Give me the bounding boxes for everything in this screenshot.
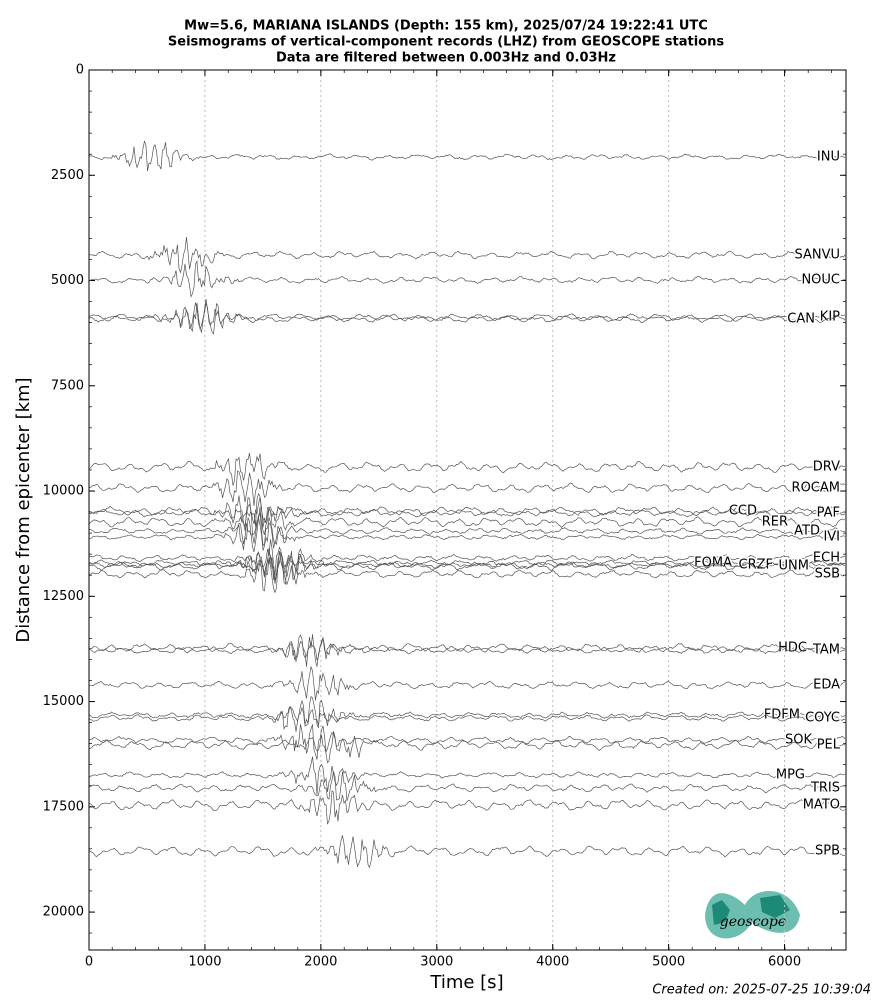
trace	[88, 552, 845, 586]
x-tick-label: 4000	[536, 955, 569, 970]
station-label: ECH	[813, 551, 840, 566]
station-label: ATD	[794, 524, 820, 539]
station-label: EDA	[813, 678, 840, 693]
trace	[88, 835, 846, 869]
trace	[88, 634, 846, 667]
station-label: MATO	[803, 798, 840, 813]
station-label: PAF	[817, 506, 840, 521]
station-label: MPG	[776, 768, 805, 783]
station-label: INU	[817, 149, 840, 164]
x-tick-label: 0	[85, 955, 93, 970]
y-tick-label: 12500	[43, 589, 84, 604]
y-tick-label: 7500	[51, 378, 84, 393]
trace	[88, 539, 846, 576]
trace	[88, 495, 846, 528]
x-tick-label: 6000	[768, 955, 801, 970]
station-label: PEL	[817, 738, 841, 753]
y-tick-label: 2500	[51, 168, 84, 183]
chart-subtitle: Seismograms of vertical-component record…	[168, 35, 724, 50]
station-label: ROCAM	[792, 481, 840, 496]
trace	[88, 492, 846, 528]
station-label: CRZF	[739, 558, 774, 573]
station-label: FDFM	[764, 708, 800, 723]
trace	[88, 636, 846, 667]
trace	[88, 756, 846, 795]
station-label: TRIS	[810, 781, 840, 796]
trace	[88, 470, 846, 507]
creation-note: Created on: 2025-07-25 10:39:04	[652, 983, 871, 998]
y-tick-label: 20000	[43, 905, 84, 920]
plot-frame	[88, 69, 847, 951]
trace	[88, 731, 846, 764]
station-label: SANVU	[794, 248, 840, 263]
y-tick-label: 17500	[43, 799, 84, 814]
station-label: COYC	[805, 711, 840, 726]
trace	[88, 705, 846, 732]
trace	[88, 237, 846, 274]
y-axis-label: Distance from epicenter [km]	[13, 377, 34, 642]
x-axis-label: Time [s]	[429, 972, 503, 993]
chart-note: Data are filtered between 0.003Hz and 0.…	[276, 51, 616, 66]
station-label: SPB	[815, 844, 840, 859]
station-label: IVI	[823, 530, 840, 545]
station-label: CAN	[787, 312, 815, 327]
trace	[88, 298, 846, 333]
station-label: UNM	[779, 559, 809, 574]
station-label: DRV	[813, 460, 840, 475]
station-label: SSB	[815, 567, 840, 582]
station-label: FOMA	[694, 556, 732, 571]
trace	[88, 790, 846, 825]
y-tick-label: 15000	[43, 694, 84, 709]
trace	[88, 695, 846, 728]
logo: geoscope	[705, 891, 800, 939]
station-label: SOK	[785, 733, 812, 748]
logo-text: geoscope	[720, 914, 786, 930]
x-tick-label: 5000	[652, 955, 685, 970]
trace	[88, 259, 846, 298]
chart-title: Mw=5.6, MARIANA ISLANDS (Depth: 155 km),…	[184, 19, 708, 34]
trace	[89, 550, 846, 580]
trace	[88, 517, 846, 553]
x-tick-label: 1000	[188, 955, 221, 970]
trace	[88, 724, 846, 760]
trace	[88, 506, 846, 535]
station-label: NOUC	[801, 273, 840, 288]
trace	[88, 547, 846, 581]
trace	[88, 512, 846, 547]
station-label: CCD	[729, 504, 757, 519]
x-tick-label: 2000	[304, 955, 337, 970]
station-label: TAM	[812, 643, 840, 658]
station-label: RER	[762, 515, 788, 530]
trace	[88, 140, 846, 172]
trace	[88, 557, 846, 594]
x-tick-label: 3000	[420, 955, 453, 970]
trace	[88, 771, 846, 802]
station-label: KIP	[820, 310, 840, 325]
y-tick-label: 0	[76, 63, 84, 78]
y-tick-label: 10000	[43, 484, 84, 499]
trace	[88, 302, 846, 335]
trace	[89, 665, 846, 701]
trace	[88, 453, 846, 486]
y-tick-label: 5000	[51, 273, 84, 288]
